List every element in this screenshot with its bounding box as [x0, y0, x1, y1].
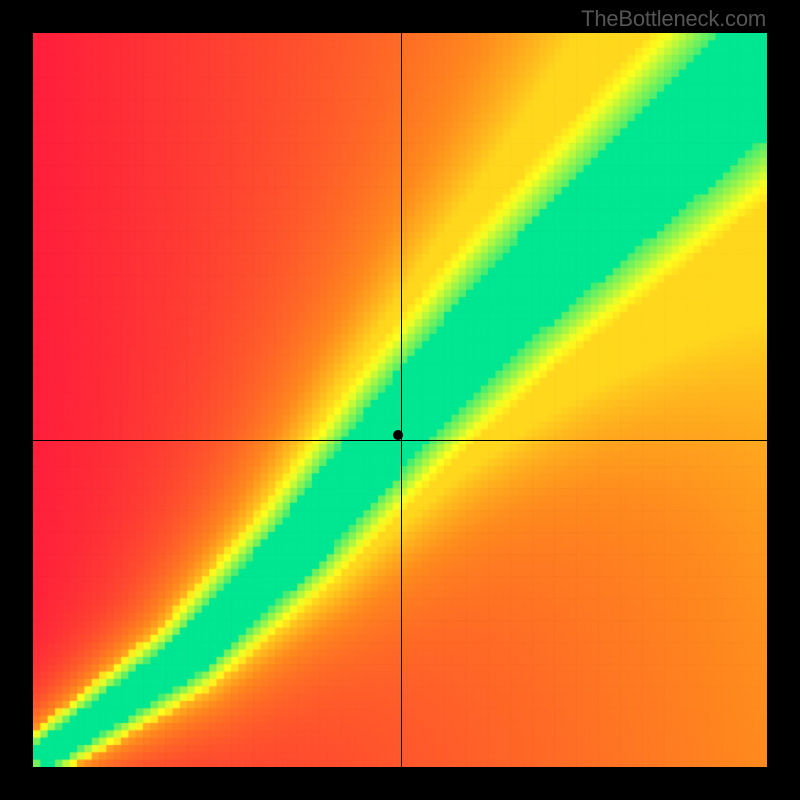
crosshair-vertical: [401, 33, 402, 767]
chart-container: TheBottleneck.com: [0, 0, 800, 800]
bottleneck-heatmap: [33, 33, 767, 767]
crosshair-horizontal: [33, 440, 767, 441]
watermark-text: TheBottleneck.com: [581, 6, 766, 32]
data-point-marker: [393, 430, 403, 440]
